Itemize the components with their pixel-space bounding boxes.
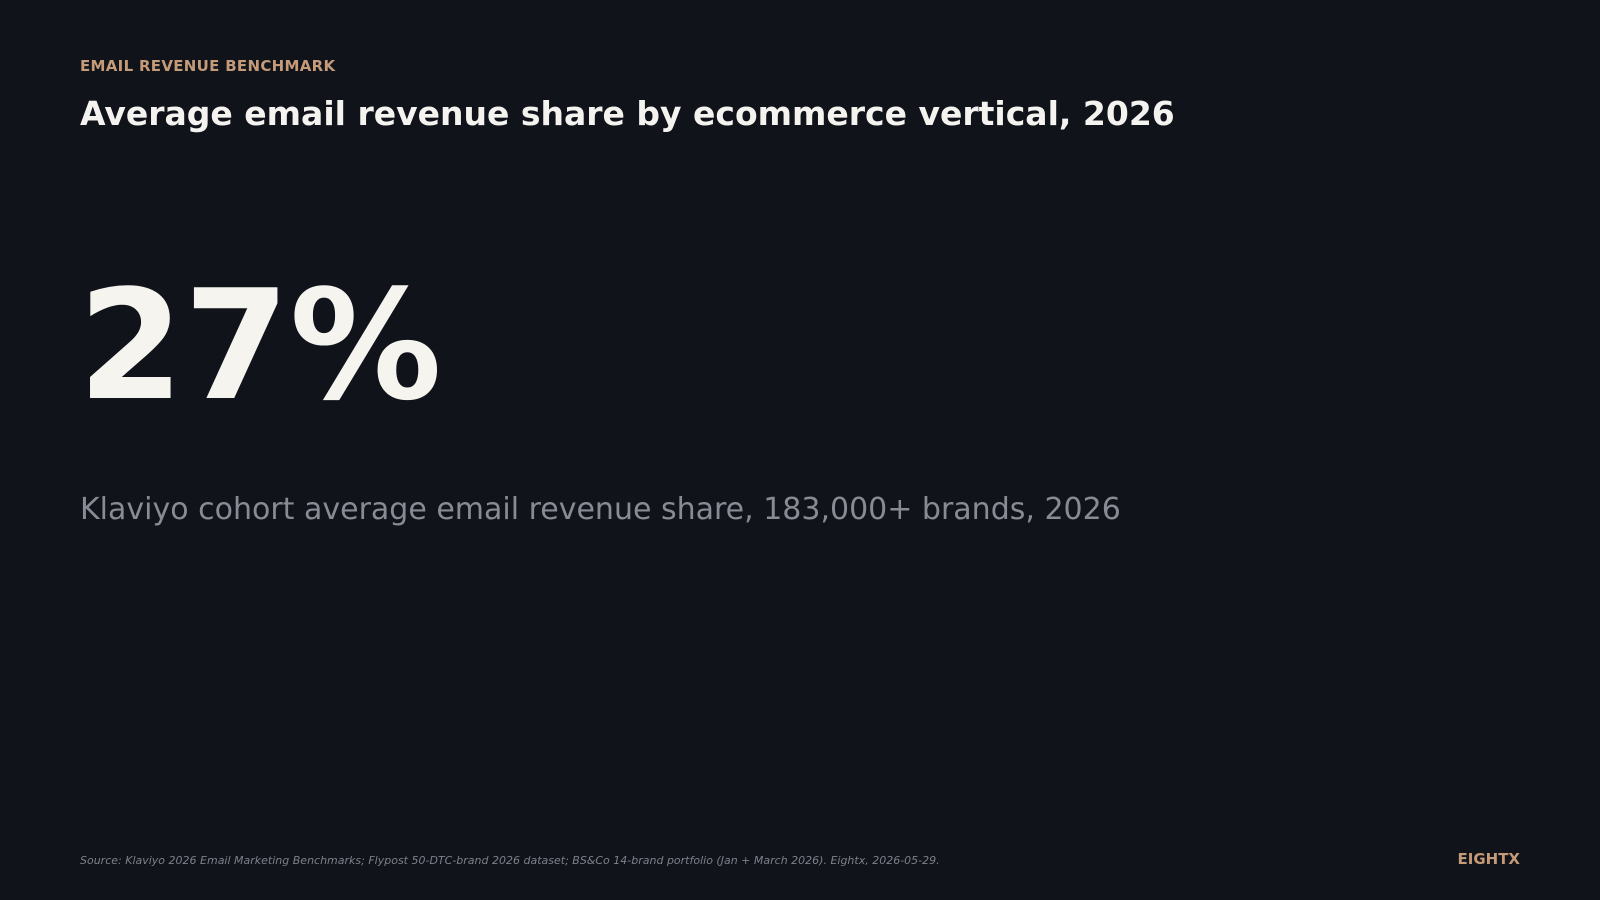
eyebrow: EMAIL REVENUE BENCHMARK [80,57,336,75]
stat-caption: Klaviyo cohort average email revenue sha… [80,492,1121,527]
source-note: Source: Klaviyo 2026 Email Marketing Ben… [80,854,940,867]
stat-value: 27% [78,257,442,434]
title: Average email revenue share by ecommerce… [80,94,1175,133]
brand: EIGHTX [1457,850,1521,868]
